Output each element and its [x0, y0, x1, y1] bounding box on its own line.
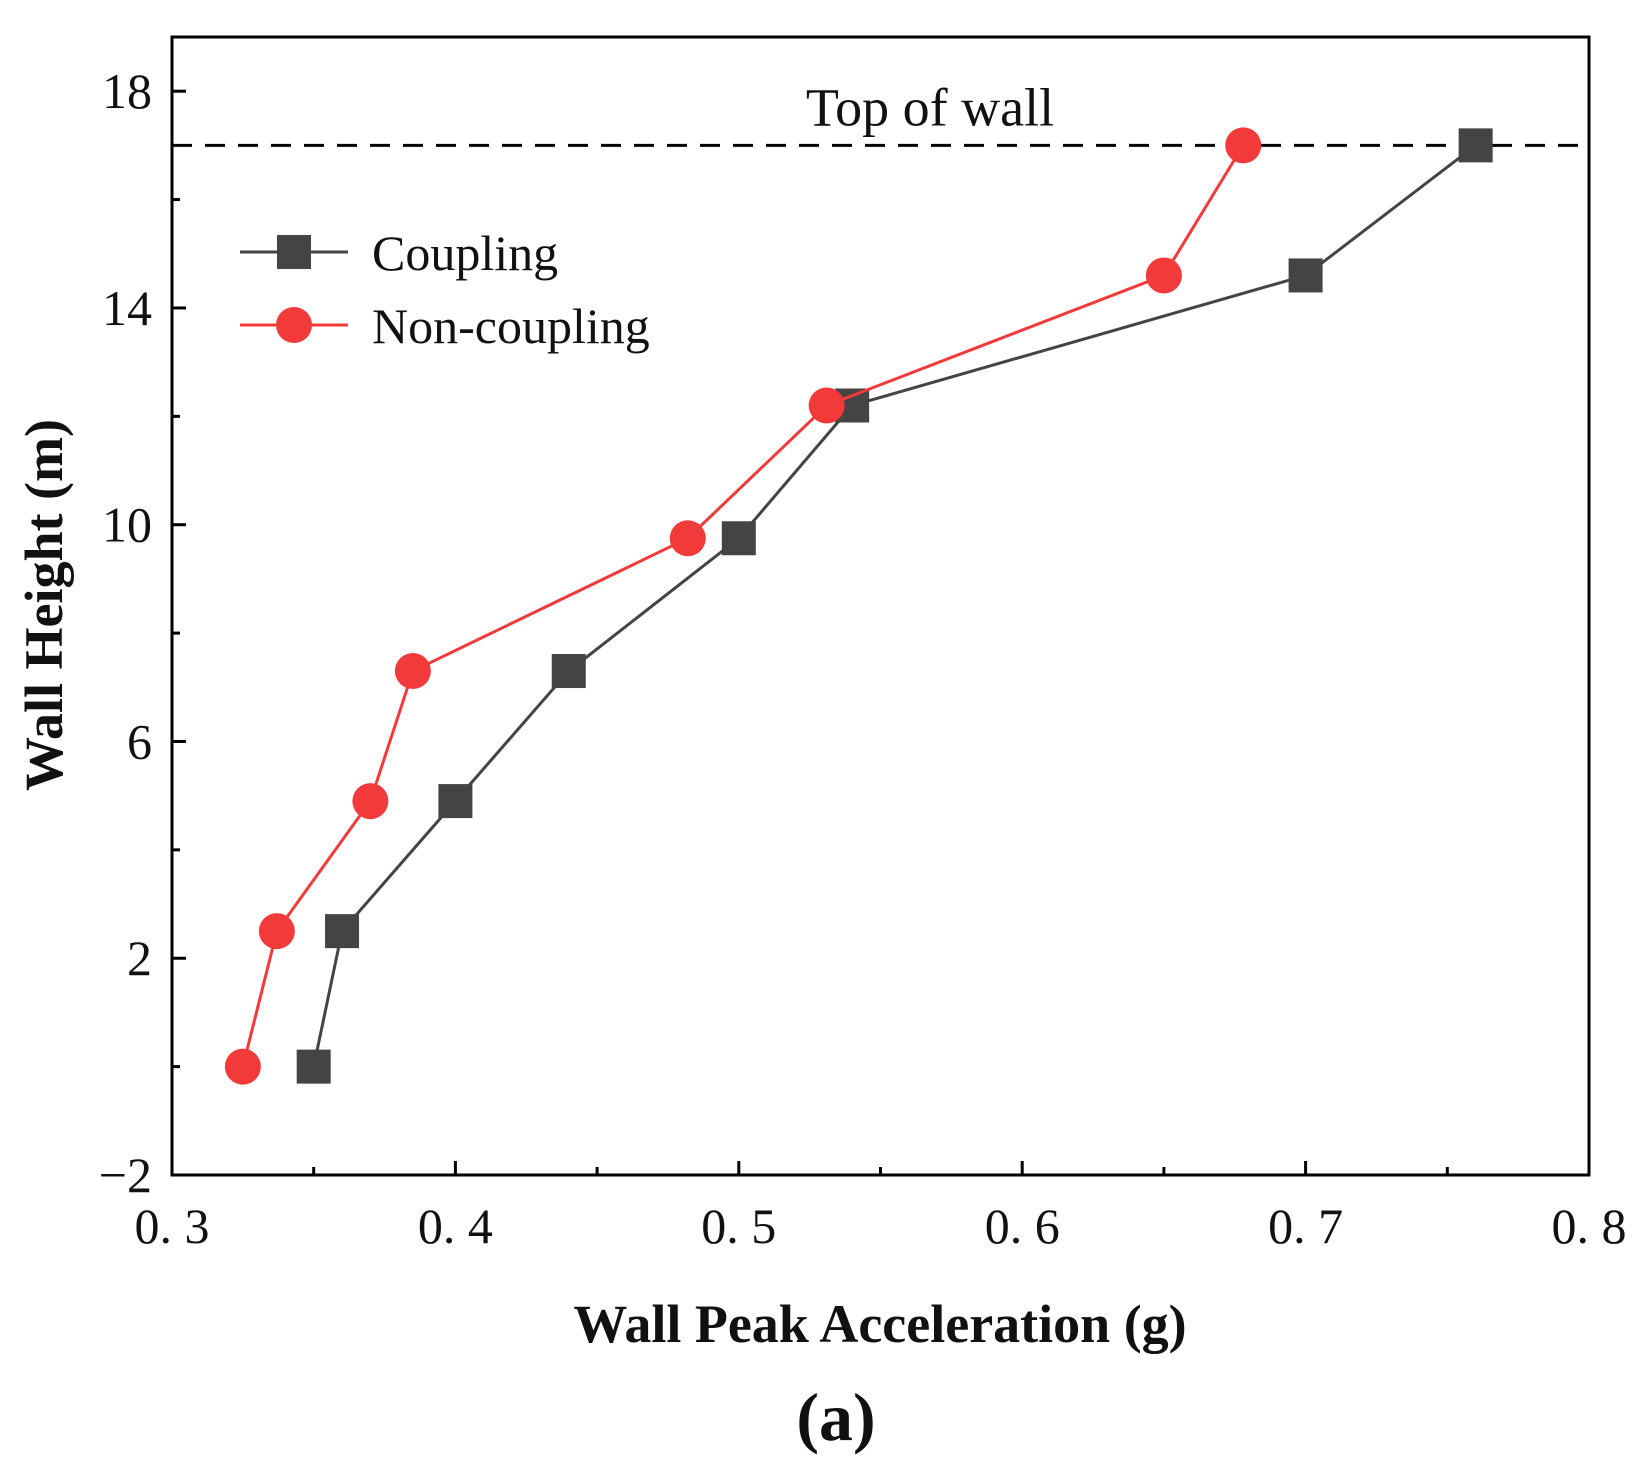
data-point-coupling [296, 1049, 331, 1084]
data-point-coupling [438, 784, 473, 819]
x-tick-label: 0. 4 [418, 1198, 493, 1254]
y-tick-label: 10 [102, 497, 152, 553]
data-point-non-coupling [224, 1048, 261, 1085]
x-axis-ticks: 0. 3 0. 4 0. 5 0. 6 0. 7 0. 8 [135, 1161, 1627, 1254]
x-tick-label: 0. 3 [135, 1198, 210, 1254]
data-point-coupling [1458, 128, 1493, 163]
x-tick-label: 0. 6 [985, 1198, 1060, 1254]
legend-marker-non-coupling [276, 307, 312, 343]
y-tick-label: 14 [102, 280, 152, 336]
y-tick-label: 6 [127, 713, 152, 769]
data-point-non-coupling [352, 783, 389, 820]
data-point-non-coupling [669, 520, 706, 557]
y-axis-ticks: −2 2 6 10 14 18 [99, 63, 186, 1203]
data-point-coupling [325, 914, 360, 949]
top-of-wall-label: Top of wall [806, 77, 1054, 137]
y-tick-label: −2 [99, 1147, 152, 1203]
data-point-non-coupling [1225, 127, 1262, 164]
legend-label-coupling: Coupling [372, 225, 558, 281]
plot-frame [170, 35, 1591, 1177]
legend-label-non-coupling: Non-coupling [372, 298, 650, 354]
series-line-coupling [312, 144, 1477, 1067]
data-point-non-coupling [1145, 257, 1182, 294]
data-point-non-coupling [808, 387, 845, 424]
data-point-coupling [1288, 258, 1323, 293]
panel-label: (a) [796, 1379, 875, 1455]
y-tick-label: 2 [127, 930, 152, 986]
series-line-non-coupling [241, 144, 1245, 1067]
legend: Coupling Non-coupling [240, 225, 650, 354]
data-point-coupling [551, 654, 586, 689]
x-tick-label: 0. 5 [701, 1198, 776, 1254]
x-axis-title: Wall Peak Acceleration (g) [573, 1294, 1186, 1354]
data-point-coupling [721, 521, 756, 556]
y-axis-title: Wall Height (m) [14, 419, 74, 791]
x-tick-label: 0. 8 [1552, 1198, 1627, 1254]
data-point-non-coupling [394, 653, 431, 690]
data-point-non-coupling [258, 913, 295, 950]
y-tick-label: 18 [102, 63, 152, 119]
series-layer [224, 127, 1493, 1085]
legend-marker-coupling [277, 235, 311, 269]
x-tick-label: 0. 7 [1268, 1198, 1343, 1254]
